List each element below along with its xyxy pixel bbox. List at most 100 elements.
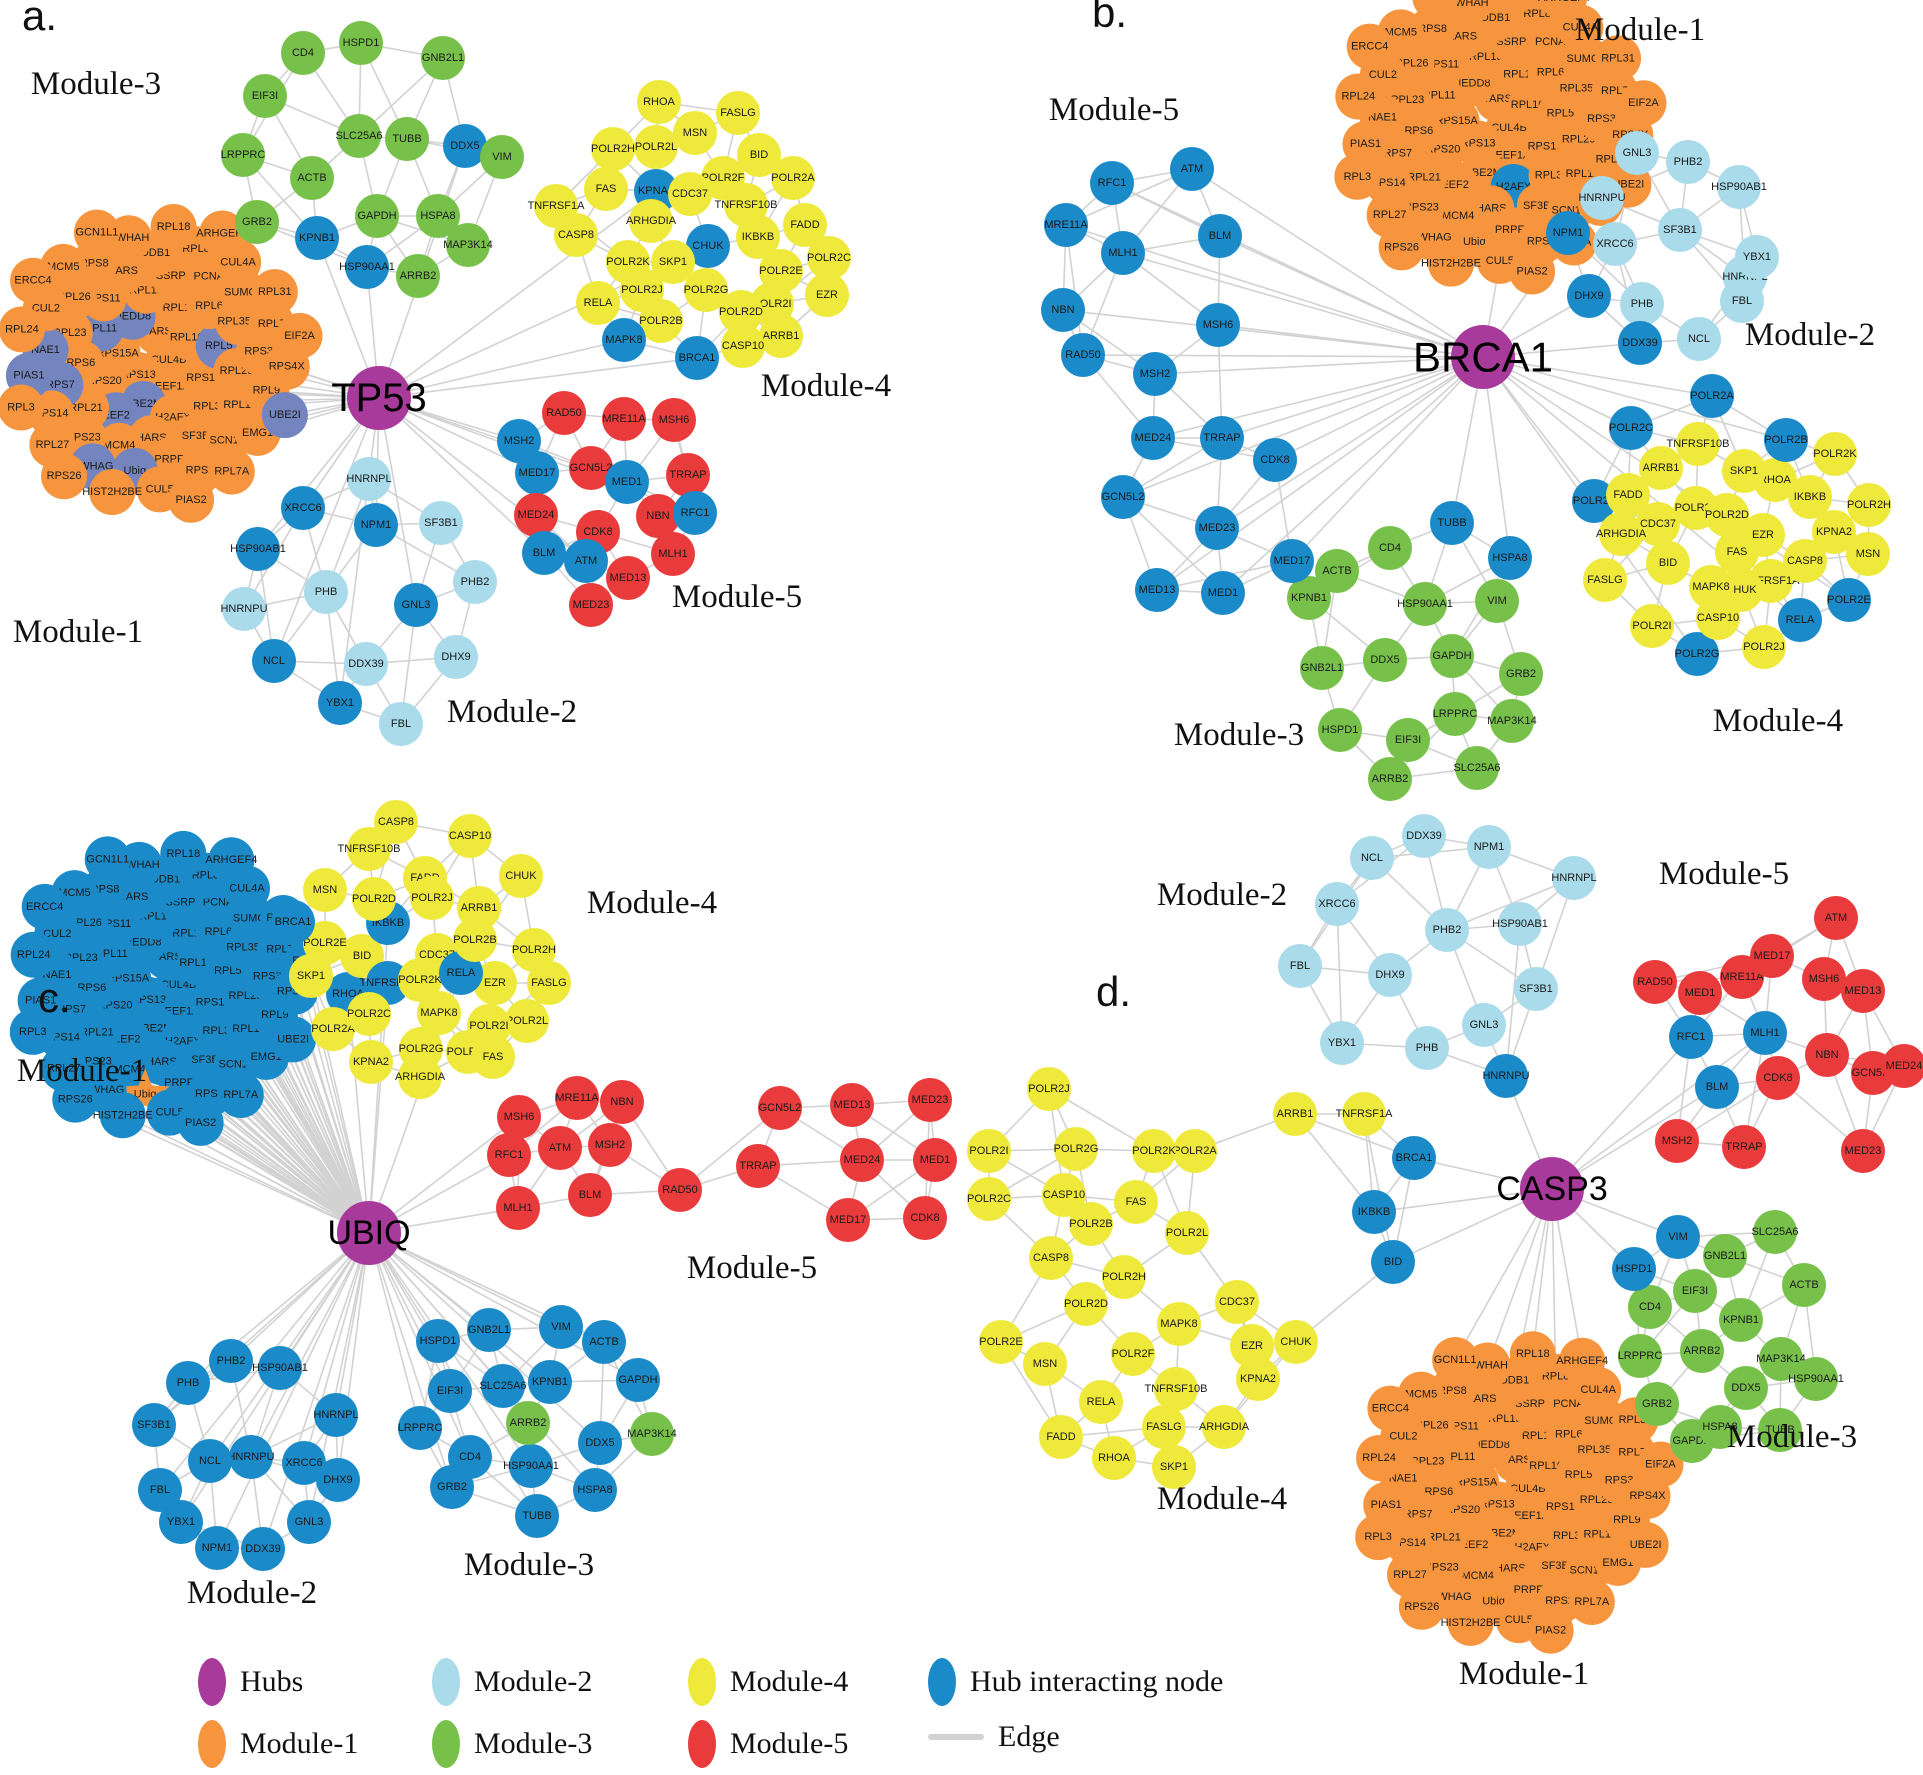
node-label-EIF2A: EIF2A: [1628, 97, 1659, 109]
node-label-YBX1: YBX1: [326, 697, 354, 709]
node-HSPD1: [339, 21, 383, 65]
node-FBL: [379, 702, 423, 746]
node-label-POLR2A: POLR2A: [1690, 390, 1734, 402]
node-label-BRCA1: BRCA1: [275, 916, 312, 928]
node-label-NCL: NCL: [1688, 333, 1710, 345]
node-label-BID: BID: [750, 149, 768, 161]
node-label-FAS: FAS: [1727, 546, 1748, 558]
node-label-MSN: MSN: [1033, 1358, 1058, 1370]
panel-letter-d: d.: [1096, 968, 1131, 1015]
node-label-MRE11A: MRE11A: [1720, 971, 1764, 983]
module-label-d-module2: Module-2: [1157, 877, 1287, 913]
node-RPL31: [251, 269, 298, 316]
node-label-GNB2L1: GNB2L1: [1301, 662, 1343, 674]
node-HIST2H2BE: [89, 469, 136, 516]
node-label-MAPK8: MAPK8: [1160, 1318, 1197, 1330]
node-label-PIAS1: PIAS1: [1350, 138, 1381, 150]
legend-label: Module-4: [730, 1665, 849, 1698]
node-label-MED24: MED24: [844, 1154, 881, 1166]
edge: [1156, 356, 1484, 591]
node-POLR2C: [1609, 406, 1653, 450]
node-RFC1: [673, 491, 717, 535]
node-PIAS2: [168, 476, 215, 523]
node-label-FASLG: FASLG: [531, 977, 566, 989]
node-label-FBL: FBL: [1732, 295, 1752, 307]
node-label-HSPD1: HSPD1: [1322, 724, 1359, 736]
node-label-MRE11A: MRE11A: [555, 1092, 599, 1104]
node-label-CUL4A: CUL4A: [1581, 1384, 1617, 1396]
node-label-RPL7: RPL7: [1601, 85, 1629, 97]
node-label-HSPD1: HSPD1: [343, 37, 380, 49]
node-label-ATM: ATM: [1825, 912, 1847, 924]
node-MED24: [514, 493, 558, 537]
node-label-HNRNPU: HNRNPU: [227, 1451, 274, 1463]
node-label-RPS15A: RPS15A: [1436, 115, 1479, 127]
node-GRB2: [235, 200, 279, 244]
node-label-SF3B1: SF3B1: [424, 517, 458, 529]
node-label-POLR2C: POLR2C: [967, 1193, 1011, 1205]
node-GNB2L1: [1300, 646, 1344, 690]
node-label-MED24: MED24: [1135, 432, 1172, 444]
node-label-NPM1: NPM1: [361, 519, 392, 531]
node-label-POLR2B: POLR2B: [453, 934, 496, 946]
node-label-TUBB: TUBB: [522, 1510, 551, 1522]
node-label-MED17: MED17: [519, 467, 556, 479]
edge: [1062, 309, 1484, 358]
node-label-CD4: CD4: [292, 47, 314, 59]
edge: [378, 339, 625, 399]
node-FBL: [1720, 279, 1764, 323]
node-VIM: [1475, 579, 1519, 623]
node-label-LRPPRC: LRPPRC: [398, 1422, 443, 1434]
node-label-DDX5: DDX5: [1370, 654, 1399, 666]
node-label-RPL3: RPL3: [1364, 1531, 1392, 1543]
edge: [1216, 356, 1484, 529]
node-label-POLR2A: POLR2A: [771, 172, 815, 184]
node-label-RPL31: RPL31: [1601, 52, 1635, 64]
node-label-HNRNPL: HNRNPL: [1551, 872, 1596, 884]
module-label-c-module3: Module-3: [464, 1547, 594, 1583]
module3-swatch: [432, 1720, 460, 1768]
node-label-DDX39: DDX39: [348, 658, 383, 670]
node-label-POLR2L: POLR2L: [635, 141, 677, 153]
node-label-RPL27: RPL27: [1393, 1569, 1427, 1581]
node-label-UBE2I: UBE2I: [277, 1033, 309, 1045]
node-label-ARRB2: ARRB2: [510, 1417, 547, 1429]
legend-label: Hub interacting node: [970, 1665, 1224, 1698]
node-HNRNPL: [347, 457, 391, 501]
module-label-b-module1: Module-1: [1575, 12, 1705, 48]
node-YBX1: [318, 681, 362, 725]
node-label-POLR2K: POLR2K: [1132, 1145, 1176, 1157]
node-label-POLR2G: POLR2G: [1675, 648, 1720, 660]
node-label-RPL31: RPL31: [258, 286, 292, 298]
node-label-TRRAP: TRRAP: [1203, 432, 1240, 444]
node-label-RPS7: RPS7: [1383, 148, 1412, 160]
node-ACTB: [290, 156, 334, 200]
node-label-EIF3I: EIF3I: [252, 90, 278, 102]
node-label-TUBB: TUBB: [392, 133, 421, 145]
node-CDC37: [668, 172, 712, 216]
node-label-RELA: RELA: [1786, 614, 1815, 626]
node-label-HIST2H2BE: HIST2H2BE: [93, 1109, 153, 1121]
node-MAP3K14: [446, 223, 490, 267]
node-label-RPL35A: RPL35A: [1560, 83, 1602, 95]
node-GNL3: [394, 583, 438, 627]
node-label-DDX5: DDX5: [450, 140, 479, 152]
node-MED24: [1131, 416, 1175, 460]
node-label-GNB2L1: GNB2L1: [422, 52, 464, 64]
node-KPNA2: [1812, 510, 1856, 554]
node-NBN: [1041, 288, 1085, 332]
node-GNB2L1: [421, 36, 465, 80]
node-FASLG: [716, 91, 760, 135]
node-CASP8: [554, 213, 598, 257]
node-label-RPL7A: RPL7A: [214, 466, 250, 478]
node-label-FBL: FBL: [150, 1484, 170, 1496]
node-POLR2I: [1630, 604, 1674, 648]
node-MED1: [1201, 571, 1245, 615]
node-label-RPL24: RPL24: [17, 949, 51, 961]
node-label-ARHGDIA: ARHGDIA: [395, 1071, 446, 1083]
node-label-MAPK8: MAPK8: [605, 334, 642, 346]
legend-item-edge: Edge: [928, 1720, 1060, 1754]
node-label-NBN: NBN: [610, 1096, 633, 1108]
node-label-POLR2D: POLR2D: [1705, 509, 1749, 521]
node-label-SKP1: SKP1: [659, 256, 687, 268]
